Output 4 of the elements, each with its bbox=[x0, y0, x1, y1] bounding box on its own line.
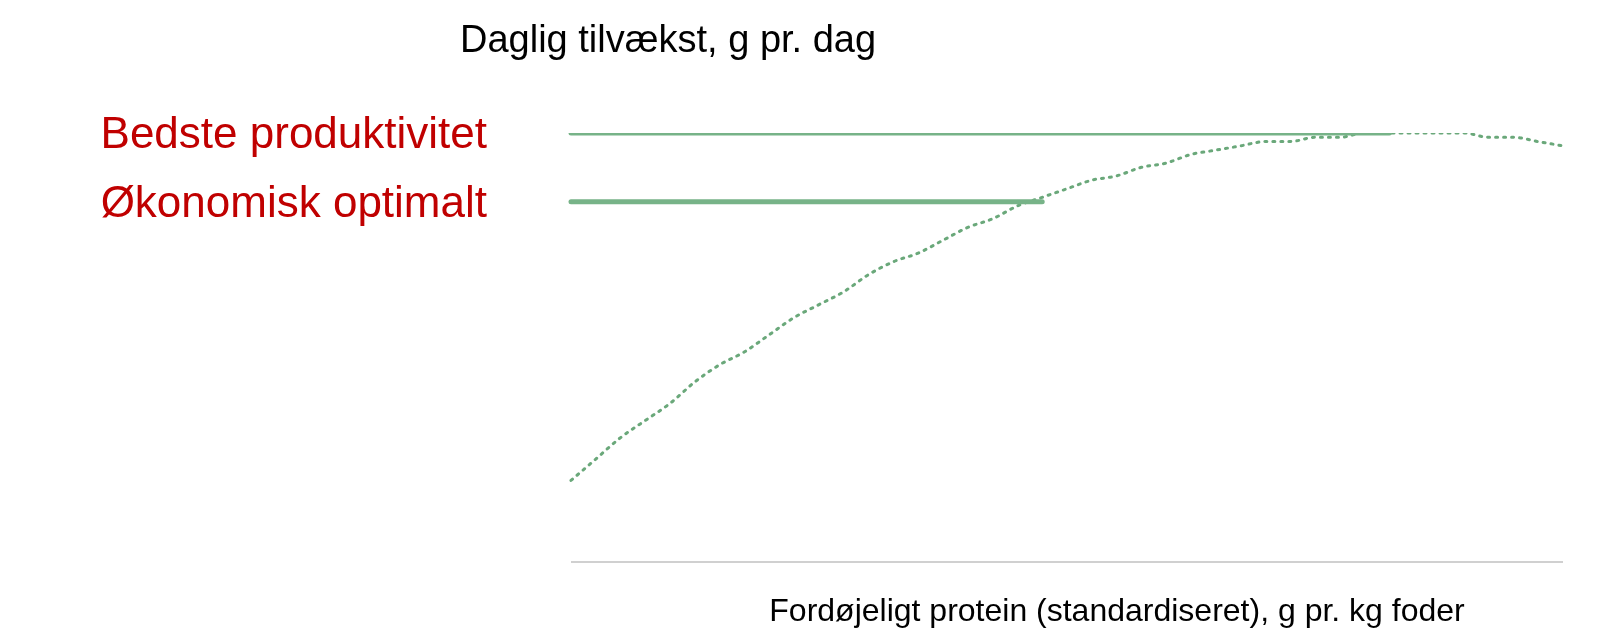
y-axis-title: Daglig tilvækst, g pr. dag bbox=[460, 18, 877, 61]
x-axis-title: Fordøjeligt protein (standardiseret), g pr. kg foder bbox=[769, 592, 1466, 628]
series-label: Bedste produktivitet bbox=[100, 108, 487, 157]
series-label: Økonomisk optimalt bbox=[100, 176, 487, 226]
